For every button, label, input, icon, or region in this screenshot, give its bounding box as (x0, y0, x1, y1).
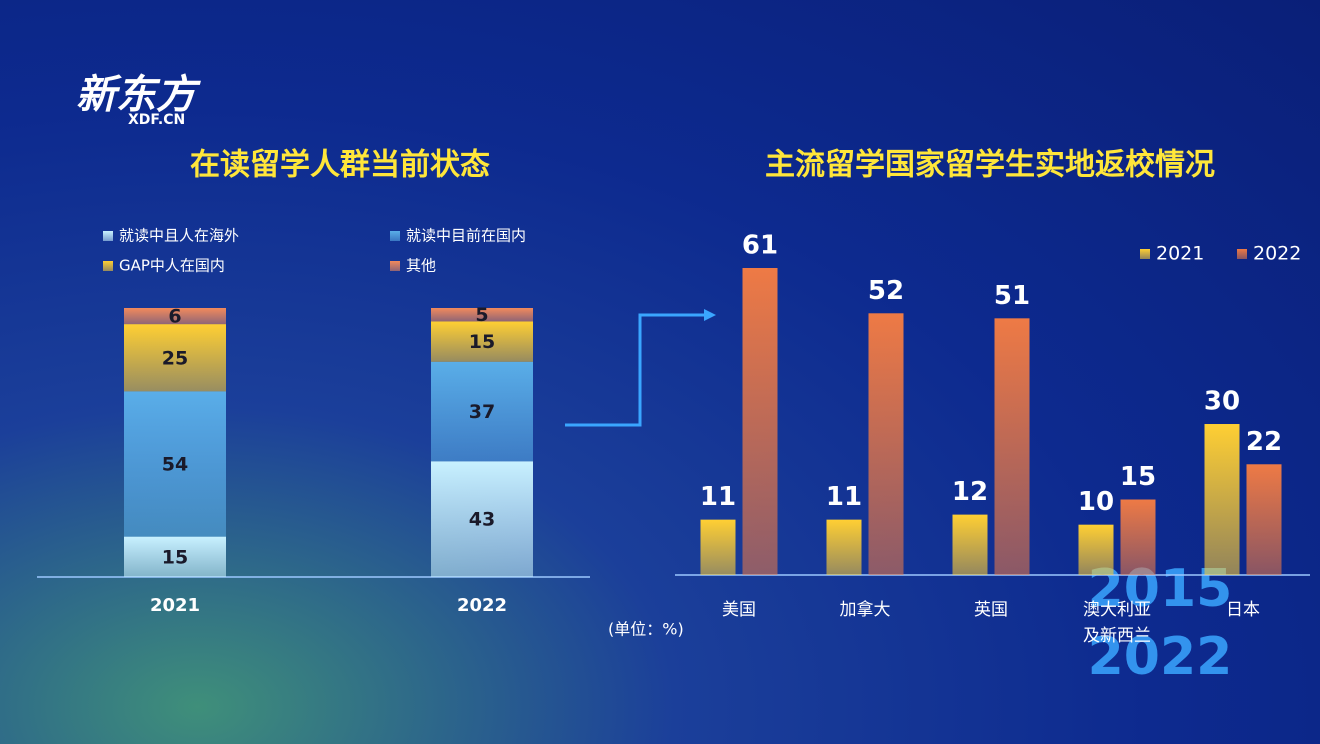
value-label: 52 (868, 276, 904, 306)
x-tick-label: 日本 (1226, 600, 1260, 620)
bar (1246, 464, 1282, 575)
value-label: 11 (700, 482, 736, 512)
value-label: 15 (1120, 462, 1156, 492)
value-label: 61 (742, 231, 778, 261)
value-label: 43 (469, 509, 495, 531)
bar-segment (124, 324, 226, 392)
value-label: 15 (162, 546, 188, 568)
value-label: 11 (826, 482, 862, 512)
value-label: 12 (952, 477, 988, 507)
bar-segment (431, 361, 533, 462)
value-label: 6 (168, 306, 181, 328)
legend-label: 其他 (406, 257, 436, 275)
logo-brand: 新东方 (76, 72, 201, 118)
logo-domain: XDF.CN (128, 112, 185, 128)
legend-swatch (103, 261, 113, 271)
badge-year: 2022 (1088, 627, 1233, 687)
bar-segment (124, 536, 226, 577)
bar (742, 268, 778, 575)
value-label: 37 (469, 401, 495, 423)
bar (1078, 524, 1114, 575)
legend-swatch (1237, 249, 1247, 259)
legend-label: 2021 (1156, 243, 1204, 265)
legend-label: 就读中目前在国内 (406, 227, 526, 245)
bar-segment (431, 461, 533, 577)
legend-label: GAP中人在国内 (119, 257, 225, 275)
legend-swatch (1140, 249, 1150, 259)
bar (1120, 499, 1156, 575)
value-label: 30 (1204, 387, 1240, 417)
bar-segment (124, 308, 226, 325)
bar-segment (124, 391, 226, 537)
value-label: 22 (1246, 427, 1282, 457)
bar (952, 514, 988, 575)
bar (868, 313, 904, 575)
unit-note: (单位：%) (608, 620, 684, 639)
x-tick-label: 英国 (974, 600, 1008, 620)
x-tick-label: 美国 (722, 600, 756, 620)
legend-label: 就读中且人在海外 (119, 227, 239, 245)
chart-title: 主流留学国家留学生实地返校情况 (765, 148, 1215, 183)
bar (700, 519, 736, 575)
legend-swatch (390, 231, 400, 241)
x-tick-label: 2021 (150, 595, 200, 616)
value-label: 54 (162, 454, 188, 476)
legend-swatch (390, 261, 400, 271)
chart-title: 在读留学人群当前状态 (190, 148, 490, 183)
legend-swatch (103, 231, 113, 241)
bar-segment (431, 321, 533, 362)
x-tick-label: 加拿大 (839, 600, 891, 620)
x-tick-label: 2022 (457, 595, 507, 616)
bar (826, 519, 862, 575)
connector-arrow (565, 313, 712, 427)
value-label: 10 (1078, 487, 1114, 517)
bar (994, 318, 1030, 575)
bar-segment (431, 308, 533, 322)
value-label: 5 (475, 304, 488, 326)
bar (1204, 424, 1240, 575)
value-label: 25 (162, 347, 188, 369)
x-tick-label: 澳大利亚及新西兰 (1083, 600, 1151, 646)
value-label: 51 (994, 281, 1030, 311)
arrow-head (704, 309, 716, 321)
legend-label: 2022 (1253, 243, 1301, 265)
value-label: 15 (469, 331, 495, 353)
